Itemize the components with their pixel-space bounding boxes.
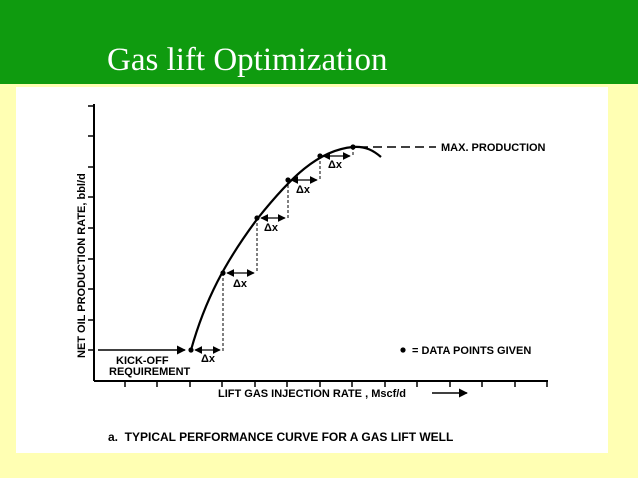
x-axis-ticks [124,381,548,387]
data-point [350,144,356,150]
step-label: Δx [233,278,248,290]
figure-panel [16,87,608,453]
data-point [220,270,226,276]
kickoff-label-line2: REQUIREMENT [109,366,191,378]
step-label: Δx [264,222,279,234]
step-label: Δx [328,159,343,171]
x-axis-label: LIFT GAS INJECTION RATE , Mscf/d [218,388,406,400]
data-point [188,347,194,353]
legend-dot [400,347,406,353]
data-point [285,177,291,183]
performance-curve [189,145,382,351]
kickoff-label-line1: KICK-OFF [116,355,169,367]
figure-caption: a. TYPICAL PERFORMANCE CURVE FOR A GAS L… [108,430,453,444]
legend-label: = DATA POINTS GIVEN [412,345,531,357]
y-axis-ticks [88,105,94,351]
step-label: Δx [296,184,311,196]
title-banner [0,0,638,84]
data-point [317,153,323,159]
data-points [188,144,356,353]
y-axis-label: NET OIL PRODUCTION RATE, bbl/d [76,173,88,358]
slide-title: Gas lift Optimization [107,42,388,78]
data-point [254,215,260,221]
max-production-label: MAX. PRODUCTION [441,142,546,154]
step-label: Δx [201,353,216,365]
